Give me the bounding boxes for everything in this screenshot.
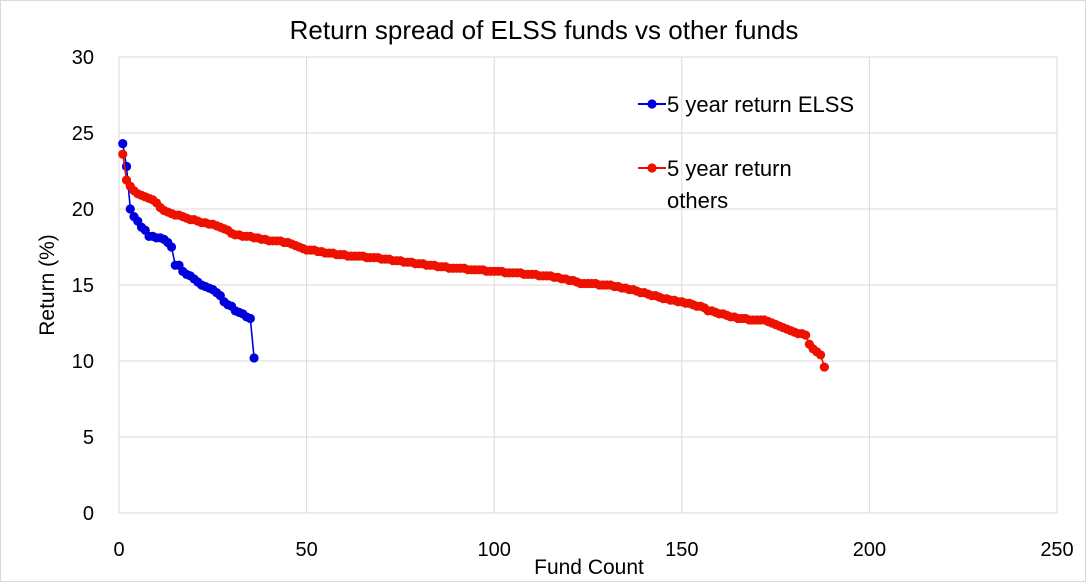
data-point [118, 139, 128, 149]
data-point [816, 350, 826, 360]
series-others [118, 149, 829, 372]
legend-marker [647, 163, 657, 173]
y-tick-label: 20 [72, 199, 94, 221]
gridlines [118, 56, 1058, 514]
x-tick-label: 50 [295, 539, 317, 561]
x-tick-label: 250 [1040, 539, 1073, 561]
series-elss [118, 139, 259, 363]
y-axis-label: Return (%) [36, 234, 59, 336]
data-point [801, 330, 811, 340]
series-line [122, 154, 826, 368]
legend-marker [647, 99, 657, 109]
series-layer [118, 139, 829, 372]
x-tick-label: 0 [113, 539, 124, 561]
x-tick-label: 150 [665, 539, 698, 561]
data-point [125, 204, 135, 214]
legend: 5 year return ELSS 5 year return others [638, 92, 854, 213]
legend-label: 5 year return ELSS [667, 92, 854, 117]
y-tick-label: 30 [72, 47, 94, 69]
legend-label: others [667, 188, 728, 213]
chart-title: Return spread of ELSS funds vs other fun… [290, 15, 799, 45]
x-axis-label: Fund Count [534, 556, 644, 579]
data-point [819, 362, 829, 372]
legend-label: 5 year return [667, 156, 792, 181]
x-tick-label: 200 [853, 539, 886, 561]
data-point [245, 313, 255, 324]
y-tick-label: 10 [72, 351, 94, 373]
y-tick-label: 25 [72, 123, 94, 145]
x-axis-ticks: 0 50 100 150 200 250 [113, 539, 1073, 561]
y-tick-label: 0 [83, 503, 94, 525]
data-point [249, 353, 259, 363]
data-point [118, 149, 128, 159]
y-tick-label: 5 [83, 427, 94, 449]
y-axis-ticks: 0 5 10 15 20 25 30 [72, 47, 94, 525]
series-line [122, 143, 255, 359]
x-tick-label: 100 [478, 539, 511, 561]
data-point [166, 242, 177, 252]
y-tick-label: 15 [72, 275, 94, 297]
